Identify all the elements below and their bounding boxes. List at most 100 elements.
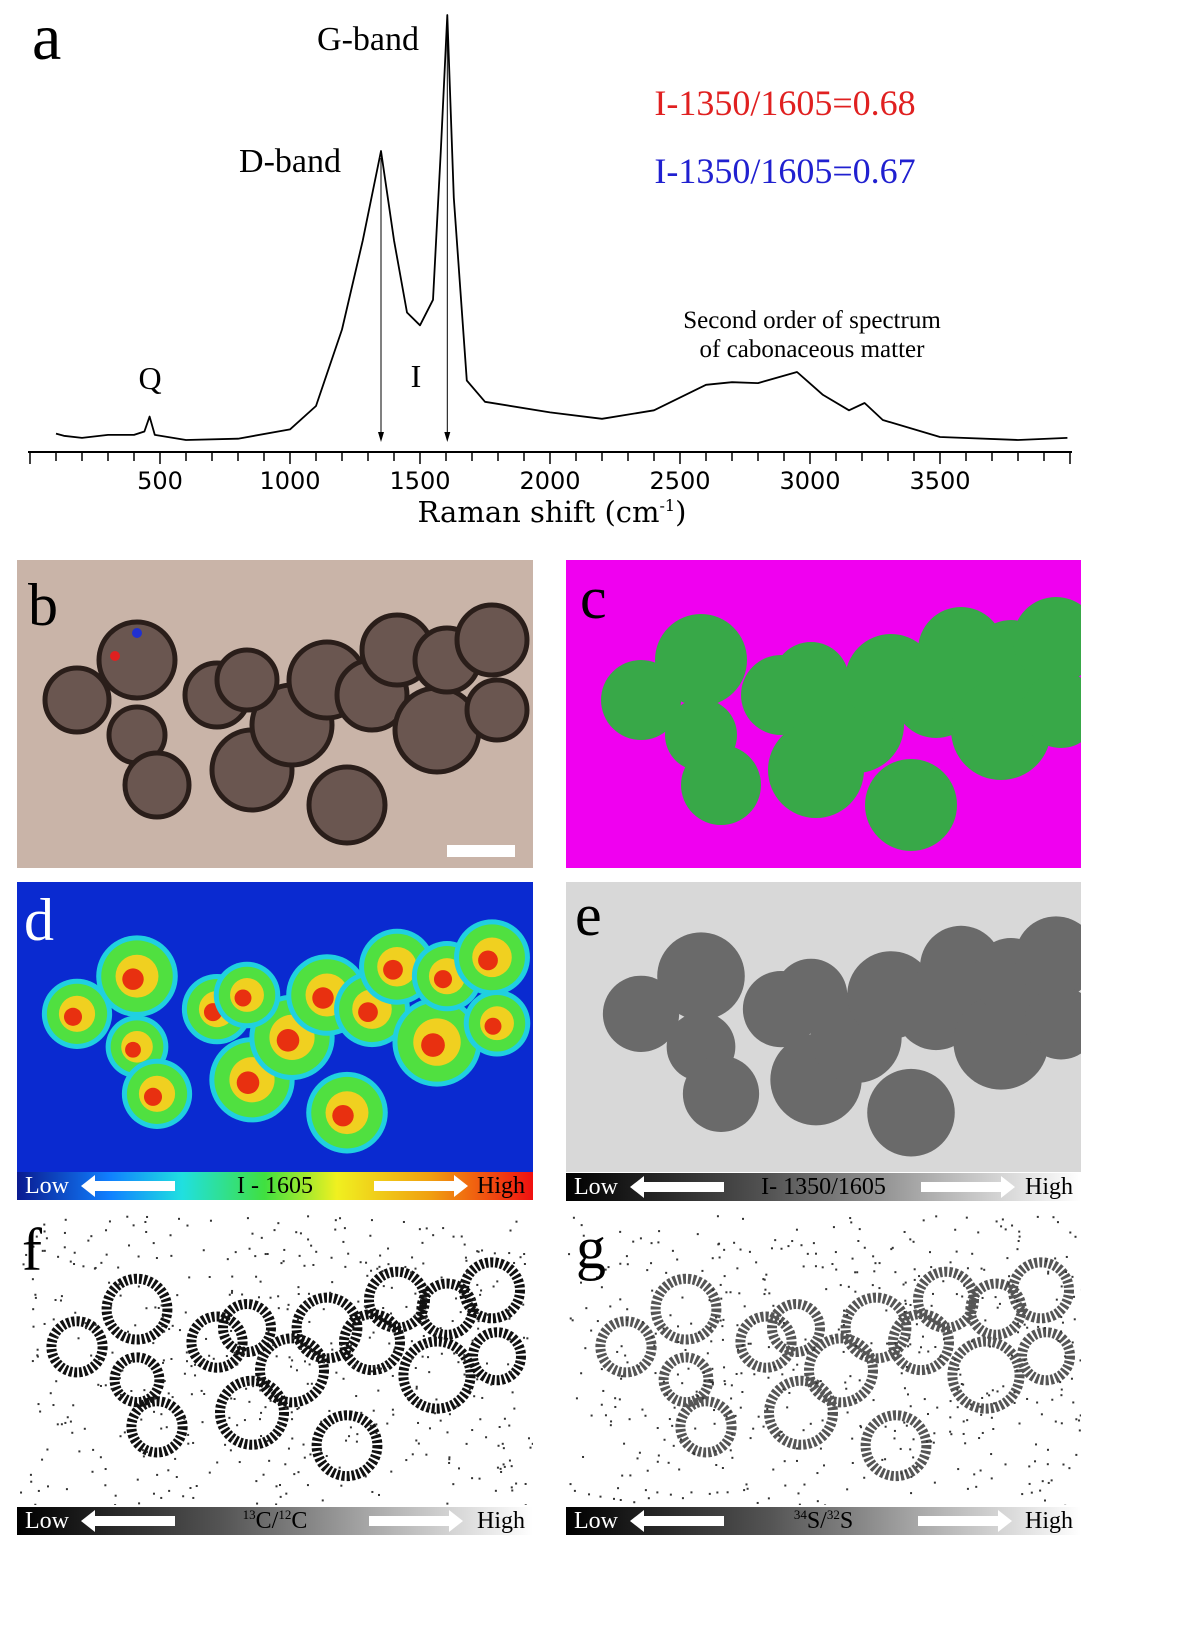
noise-dot	[665, 1271, 668, 1274]
noise-dot	[290, 1411, 293, 1414]
noise-dot	[368, 1336, 371, 1339]
noise-dot	[466, 1271, 469, 1274]
noise-dot	[248, 1400, 251, 1403]
noise-dot	[746, 1487, 749, 1490]
x-tick-label: 1500	[389, 467, 450, 495]
noise-dot	[452, 1483, 455, 1486]
noise-dot	[1079, 1359, 1081, 1362]
noise-dot	[63, 1231, 66, 1234]
noise-dot	[413, 1314, 416, 1317]
noise-dot	[662, 1380, 665, 1383]
noise-dot	[600, 1368, 603, 1371]
noise-dot	[757, 1415, 760, 1418]
noise-dot	[458, 1467, 461, 1470]
noise-dot	[498, 1425, 501, 1428]
noise-dot	[730, 1384, 733, 1387]
noise-dot	[782, 1388, 785, 1391]
noise-dot	[254, 1255, 257, 1258]
noise-dot	[405, 1305, 408, 1308]
noise-dot	[507, 1309, 510, 1312]
noise-dot	[157, 1306, 160, 1309]
noise-dot	[626, 1263, 629, 1266]
colorbar-label: 13C/12C	[242, 1507, 308, 1534]
noise-dot	[93, 1267, 96, 1270]
noise-dot	[669, 1314, 672, 1317]
cell-ring	[468, 1327, 526, 1386]
noise-dot	[718, 1256, 721, 1259]
noise-dot	[165, 1426, 168, 1429]
noise-dot	[993, 1402, 996, 1405]
noise-dot	[31, 1360, 34, 1363]
noise-dot	[372, 1331, 375, 1334]
noise-dot	[819, 1447, 822, 1450]
noise-dot	[422, 1262, 425, 1265]
noise-dot	[612, 1497, 615, 1500]
noise-dot	[913, 1278, 916, 1281]
noise-dot	[651, 1289, 654, 1292]
noise-dot	[609, 1305, 612, 1308]
noise-dot	[857, 1240, 860, 1243]
noise-dot	[713, 1409, 716, 1412]
noise-dot	[296, 1318, 299, 1321]
noise-dot	[455, 1405, 458, 1408]
noise-dot	[949, 1261, 952, 1264]
noise-dot	[791, 1240, 794, 1243]
noise-dot	[740, 1372, 743, 1375]
noise-dot	[962, 1432, 965, 1435]
noise-dot	[629, 1474, 632, 1477]
noise-dot	[926, 1440, 929, 1443]
noise-dot	[1040, 1413, 1043, 1416]
noise-dot	[874, 1262, 877, 1265]
noise-dot	[600, 1286, 603, 1289]
noise-dot	[778, 1434, 781, 1437]
noise-dot	[98, 1358, 101, 1361]
noise-dot	[169, 1234, 172, 1237]
noise-dot	[228, 1416, 231, 1419]
noise-dot	[569, 1317, 572, 1320]
noise-dot	[417, 1442, 420, 1445]
noise-dot	[285, 1492, 288, 1495]
noise-dot	[507, 1363, 510, 1366]
noise-dot	[610, 1420, 613, 1423]
cell-ring	[186, 1311, 248, 1373]
annotation-d-band: D-band	[239, 143, 341, 180]
noise-dot	[956, 1406, 959, 1409]
noise-dot	[195, 1485, 198, 1488]
noise-dot	[57, 1255, 60, 1258]
noise-dot	[476, 1250, 479, 1253]
noise-dot	[92, 1448, 95, 1451]
noise-dot	[194, 1374, 197, 1377]
noise-dot	[872, 1399, 875, 1402]
noise-dot	[391, 1374, 394, 1377]
panel-label-g: g	[576, 1215, 606, 1281]
noise-dot	[32, 1245, 35, 1248]
cell-ring	[650, 1273, 722, 1345]
noise-dot	[119, 1294, 122, 1297]
noise-dot	[990, 1453, 993, 1456]
noise-dot	[839, 1284, 842, 1287]
noise-dot	[703, 1379, 706, 1382]
noise-dot	[731, 1433, 734, 1436]
noise-dot	[226, 1258, 229, 1261]
colorbar-low: Low	[574, 1173, 618, 1200]
noise-dot	[451, 1320, 454, 1323]
noise-dot	[152, 1492, 155, 1495]
noise-dot	[815, 1382, 818, 1385]
noise-dot	[851, 1461, 854, 1464]
noise-dot	[819, 1380, 822, 1383]
noise-dot	[990, 1477, 993, 1480]
noise-dot	[657, 1454, 660, 1457]
noise-dot	[766, 1408, 769, 1411]
noise-dot	[144, 1220, 147, 1223]
noise-dot	[466, 1375, 469, 1378]
noise-dot	[912, 1438, 915, 1441]
annotation-second-order_2: of cabonaceous matter	[700, 336, 926, 363]
noise-dot	[105, 1253, 108, 1256]
noise-dot	[388, 1342, 391, 1345]
x-tick-label: 2500	[649, 467, 710, 495]
noise-dot	[734, 1414, 737, 1417]
noise-dot	[903, 1230, 906, 1233]
noise-dot	[1051, 1398, 1054, 1401]
noise-dot	[453, 1352, 456, 1355]
noise-dot	[966, 1487, 969, 1490]
